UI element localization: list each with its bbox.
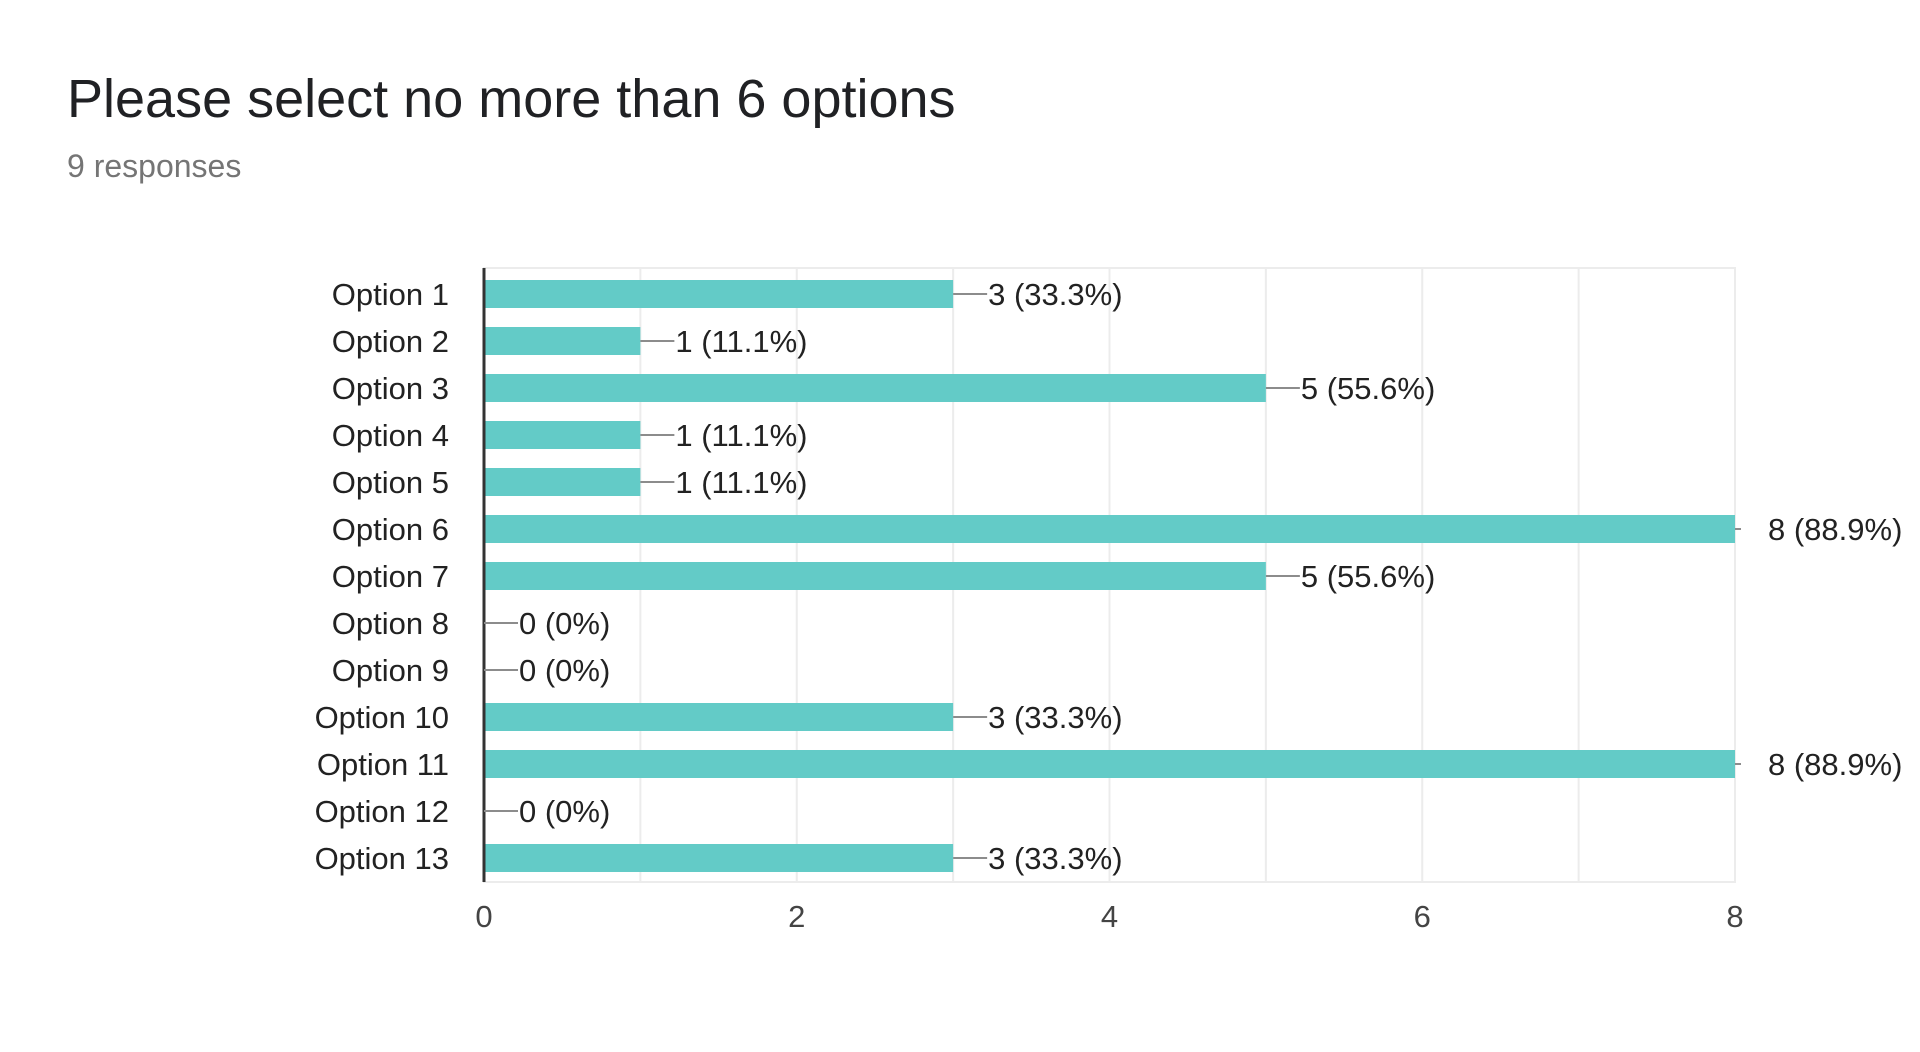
data-label: 8 (88.9%)	[1768, 747, 1902, 782]
x-tick-label: 2	[788, 899, 805, 934]
category-label: Option 5	[332, 465, 449, 500]
bar	[484, 280, 954, 308]
bar	[484, 562, 1266, 590]
x-tick-label: 6	[1414, 899, 1431, 934]
data-label: 1 (11.1%)	[675, 324, 807, 359]
data-label: 3 (33.3%)	[988, 700, 1122, 735]
response-count: 9 responses	[67, 148, 242, 184]
data-label: 0 (0%)	[519, 653, 610, 688]
bar	[484, 750, 1735, 778]
data-label: 1 (11.1%)	[675, 418, 807, 453]
bar	[484, 374, 1266, 402]
data-label: 5 (55.6%)	[1301, 371, 1435, 406]
data-label: 1 (11.1%)	[675, 465, 807, 500]
data-label: 0 (0%)	[519, 794, 610, 829]
category-label: Option 1	[332, 277, 449, 312]
category-label: Option 2	[332, 324, 449, 359]
category-label: Option 3	[332, 371, 449, 406]
category-label: Option 7	[332, 559, 449, 594]
bar	[484, 515, 1735, 543]
data-label: 3 (33.3%)	[988, 841, 1122, 876]
bar	[484, 327, 641, 355]
bar	[484, 421, 641, 449]
bar	[484, 703, 954, 731]
x-tick-label: 8	[1726, 899, 1743, 934]
x-tick-label: 0	[475, 899, 492, 934]
category-label: Option 8	[332, 606, 449, 641]
category-label: Option 13	[315, 841, 449, 876]
labels: Option 1 3 (33.3%) Option 2 1 (11.1%) Option…	[315, 277, 1903, 876]
category-label: Option 9	[332, 653, 449, 688]
axes: 0 2 4 6 8	[475, 268, 1744, 934]
bar	[484, 468, 641, 496]
chart-title: Please select no more than 6 options	[67, 69, 956, 129]
data-label: 3 (33.3%)	[988, 277, 1122, 312]
data-label: 0 (0%)	[519, 606, 610, 641]
bars	[484, 280, 1735, 872]
data-label: 8 (88.9%)	[1768, 512, 1902, 547]
category-label: Option 4	[332, 418, 449, 453]
bar	[484, 844, 954, 872]
data-label: 5 (55.6%)	[1301, 559, 1435, 594]
category-label: Option 10	[315, 700, 449, 735]
category-label: Option 12	[315, 794, 449, 829]
x-tick-label: 4	[1101, 899, 1118, 934]
category-label: Option 11	[317, 747, 449, 782]
category-label: Option 6	[332, 512, 449, 547]
